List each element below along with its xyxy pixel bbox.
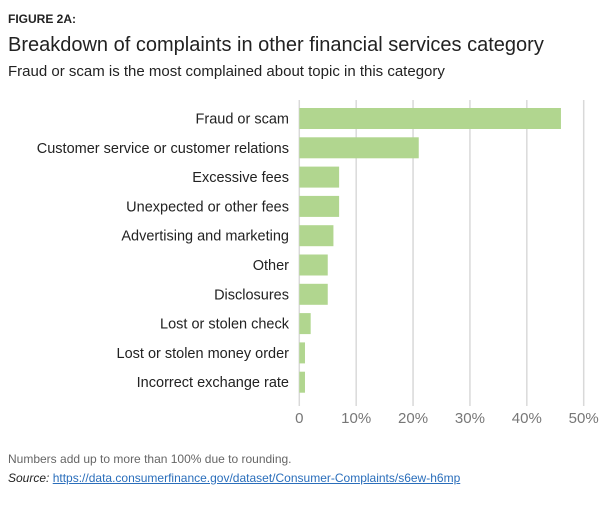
category-label: Fraud or scam bbox=[196, 112, 289, 128]
bar bbox=[299, 254, 328, 276]
x-tick-label: 20% bbox=[398, 410, 428, 427]
category-label: Advertising and marketing bbox=[121, 229, 289, 245]
source-link[interactable]: https://data.consumerfinance.gov/dataset… bbox=[52, 471, 461, 485]
x-tick-label: 50% bbox=[569, 410, 599, 427]
source-label: Source: bbox=[8, 471, 50, 485]
category-label: Disclosures bbox=[214, 287, 289, 303]
bar bbox=[299, 371, 305, 393]
bar bbox=[299, 225, 334, 247]
chart-subtitle: Fraud or scam is the most complained abo… bbox=[8, 63, 445, 80]
category-label: Lost or stolen money order bbox=[117, 346, 290, 362]
category-label: Other bbox=[253, 258, 289, 274]
x-tick-label: 0 bbox=[295, 410, 303, 427]
bar bbox=[299, 166, 340, 188]
category-label: Lost or stolen check bbox=[160, 317, 290, 333]
bar bbox=[299, 108, 561, 129]
category-label: Excessive fees bbox=[192, 170, 289, 186]
category-label: Unexpected or other fees bbox=[126, 199, 289, 215]
x-tick-label: 40% bbox=[512, 410, 542, 427]
figure-label: FIGURE 2A: bbox=[8, 12, 77, 26]
bar bbox=[299, 342, 305, 364]
rounding-note: Numbers add up to more than 100% due to … bbox=[8, 452, 292, 466]
bar bbox=[299, 137, 419, 159]
source-line: Source: https://data.consumerfinance.gov… bbox=[8, 471, 460, 485]
category-label: Customer service or customer relations bbox=[37, 141, 289, 157]
category-label: Incorrect exchange rate bbox=[137, 375, 289, 391]
bar bbox=[299, 283, 328, 305]
x-tick-label: 10% bbox=[341, 410, 371, 427]
bar bbox=[299, 195, 340, 217]
chart-title: Breakdown of complaints in other financi… bbox=[8, 34, 544, 56]
bar bbox=[299, 313, 311, 335]
x-tick-label: 30% bbox=[455, 410, 485, 427]
